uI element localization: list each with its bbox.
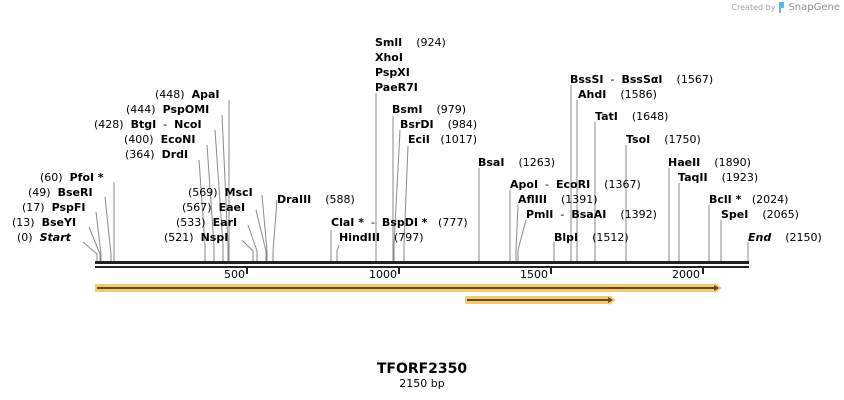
site-btgi-ncoi[interactable]: (428) BtgI - NcoI bbox=[94, 118, 202, 131]
site-hindiii[interactable]: HindIII (797) bbox=[339, 231, 424, 244]
site-bseyi[interactable]: (13) BseYI bbox=[12, 216, 77, 229]
site-pmli-bsaai[interactable]: PmlI - BsaAI (1392) bbox=[526, 208, 657, 221]
site-xhoi[interactable]: XhoI bbox=[375, 51, 403, 64]
site-pspfi[interactable]: (17) PspFI bbox=[22, 201, 86, 214]
credit-brand: SnapGene bbox=[788, 2, 840, 13]
site-bcli[interactable]: BclI * (2024) bbox=[709, 193, 789, 206]
site-bsai[interactable]: BsaI (1263) bbox=[478, 156, 556, 169]
site-ahdi[interactable]: AhdI (1586) bbox=[578, 88, 657, 101]
site-apoi-ecori[interactable]: ApoI - EcoRI (1367) bbox=[510, 178, 641, 191]
site-taqii[interactable]: TaqII (1923) bbox=[678, 171, 759, 184]
backbone-bottom-strand bbox=[95, 266, 749, 268]
site-pspomi[interactable]: (444) PspOMI bbox=[126, 103, 210, 116]
backbone-top-strand bbox=[95, 261, 749, 264]
site-eari[interactable]: (533) EarI bbox=[176, 216, 238, 229]
ruler-label-1000: 1000 bbox=[369, 268, 397, 281]
site-ecii[interactable]: EciI (1017) bbox=[408, 133, 477, 146]
ruler-ticks bbox=[246, 266, 704, 274]
site-drdi[interactable]: (364) DrdI bbox=[125, 148, 189, 161]
site-end[interactable]: End (2150) bbox=[748, 231, 822, 244]
site-afliii[interactable]: AflIII (1391) bbox=[518, 193, 598, 206]
site-econi[interactable]: (400) EcoNI bbox=[124, 133, 196, 146]
site-start[interactable]: (0) Start bbox=[17, 231, 71, 244]
site-eaei[interactable]: (567) EaeI bbox=[182, 201, 246, 214]
site-spei[interactable]: SpeI (2065) bbox=[721, 208, 799, 221]
ruler-label-500: 500 bbox=[224, 268, 245, 281]
site-haeii[interactable]: HaeII (1890) bbox=[668, 156, 751, 169]
site-smli[interactable]: SmlI (924) bbox=[375, 36, 446, 49]
site-nspi[interactable]: (521) NspI bbox=[164, 231, 229, 244]
site-bsrdi[interactable]: BsrDI (984) bbox=[400, 118, 478, 131]
site-msci[interactable]: (569) MscI bbox=[188, 186, 253, 199]
site-tsoi[interactable]: TsoI (1750) bbox=[626, 133, 701, 146]
credit-text: Created by bbox=[731, 3, 776, 12]
map-title: TFORF2350 bbox=[376, 361, 468, 377]
ruler-label-2000: 2000 bbox=[672, 268, 700, 281]
site-paer7i[interactable]: PaeR7I bbox=[375, 81, 418, 94]
site-beri[interactable]: (49) BseRI bbox=[28, 186, 93, 199]
ruler-label-1500: 1500 bbox=[520, 268, 548, 281]
snapgene-credit: Created by SnapGene bbox=[731, 2, 840, 13]
site-bsssi-bsssai[interactable]: BssSI - BssSαI (1567) bbox=[570, 73, 714, 86]
site-clai-bspdi[interactable]: ClaI * - BspDI * (777) bbox=[331, 216, 468, 229]
site-pspxi[interactable]: PspXI bbox=[375, 66, 410, 79]
site-apai[interactable]: (448) ApaI bbox=[155, 88, 220, 101]
site-tati[interactable]: TatI (1648) bbox=[595, 110, 669, 123]
site-bsmi[interactable]: BsmI (979) bbox=[392, 103, 467, 116]
snapgene-logo-icon bbox=[779, 2, 785, 13]
site-draiii[interactable]: DraIII (588) bbox=[277, 193, 355, 206]
site-blpi[interactable]: BlpI (1512) bbox=[554, 231, 629, 244]
feature-arrow-orf-inner bbox=[465, 295, 616, 305]
feature-arrow-orf-full bbox=[95, 283, 722, 293]
site-pfoi[interactable]: (60) PfoI * bbox=[40, 171, 104, 184]
map-length: 2150 bp bbox=[399, 377, 445, 390]
leader-lines bbox=[82, 85, 749, 262]
